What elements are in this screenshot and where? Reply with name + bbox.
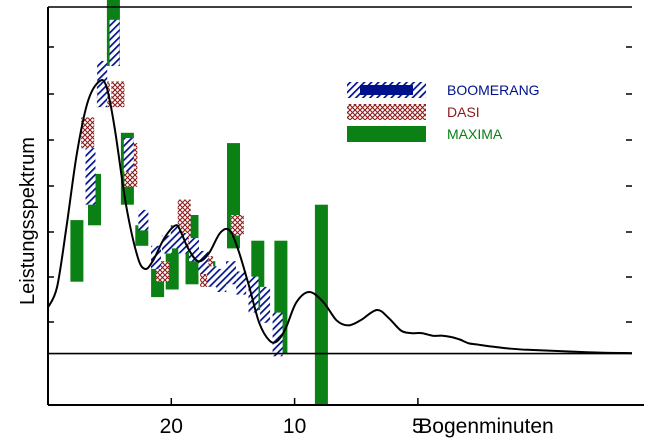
- data-box-boomerang-7: [170, 225, 181, 249]
- data-box-boomerang-0: [85, 148, 96, 205]
- x-tick-label-20: 20: [160, 415, 183, 438]
- data-box-boomerang-11: [207, 266, 218, 287]
- data-box-boomerang-3: [123, 138, 134, 172]
- data-box-boomerang-4: [138, 209, 149, 231]
- data-box-boomerang-2: [109, 19, 120, 66]
- legend-swatch-maxima: [347, 126, 426, 142]
- data-box-boomerang-6: [161, 235, 172, 254]
- legend: BOOMERANG DASI MAXIMA: [347, 82, 540, 142]
- curve-layer: [47, 78, 633, 355]
- data-box-boomerang-13: [226, 261, 236, 285]
- x-tick-label-10: 10: [283, 415, 306, 438]
- x-axis-label: Bogenminuten: [418, 415, 553, 438]
- y-axis-label: Leistungsspektrum: [17, 137, 39, 305]
- plot-frame: 20 10 5: [47, 6, 644, 438]
- data-box-maxima-0: [70, 220, 84, 282]
- model-curve: [47, 78, 633, 355]
- data-box-boomerang-1: [97, 60, 108, 108]
- legend-label-maxima: MAXIMA: [447, 126, 503, 142]
- legend-label-boomerang: BOOMERANG: [447, 82, 540, 98]
- data-box-boomerang-9: [189, 238, 199, 262]
- data-box-boomerang-15: [248, 276, 259, 313]
- data-box-boomerang-16: [260, 286, 271, 323]
- series-layer: [70, 0, 328, 405]
- data-box-maxima-12: [314, 204, 328, 405]
- data-box-boomerang-10: [198, 250, 209, 274]
- data-box-boomerang-14: [236, 271, 247, 295]
- data-box-dasi-0: [81, 117, 95, 149]
- data-box-maxima-4: [135, 225, 149, 246]
- data-box-boomerang-8: [178, 233, 189, 254]
- data-box-boomerang-17: [272, 312, 283, 357]
- axis-labels: Bogenminuten Leistungsspektrum: [17, 137, 554, 438]
- legend-swatch-core-boomerang: [360, 85, 413, 95]
- data-box-dasi-2: [111, 81, 125, 108]
- data-box-boomerang-5: [151, 245, 161, 269]
- x-tick-label-5: 5: [412, 415, 424, 438]
- legend-swatch-dasi: [347, 104, 426, 120]
- data-box-boomerang-12: [216, 268, 227, 292]
- data-box-dasi-7: [230, 215, 244, 236]
- legend-label-dasi: DASI: [447, 104, 480, 120]
